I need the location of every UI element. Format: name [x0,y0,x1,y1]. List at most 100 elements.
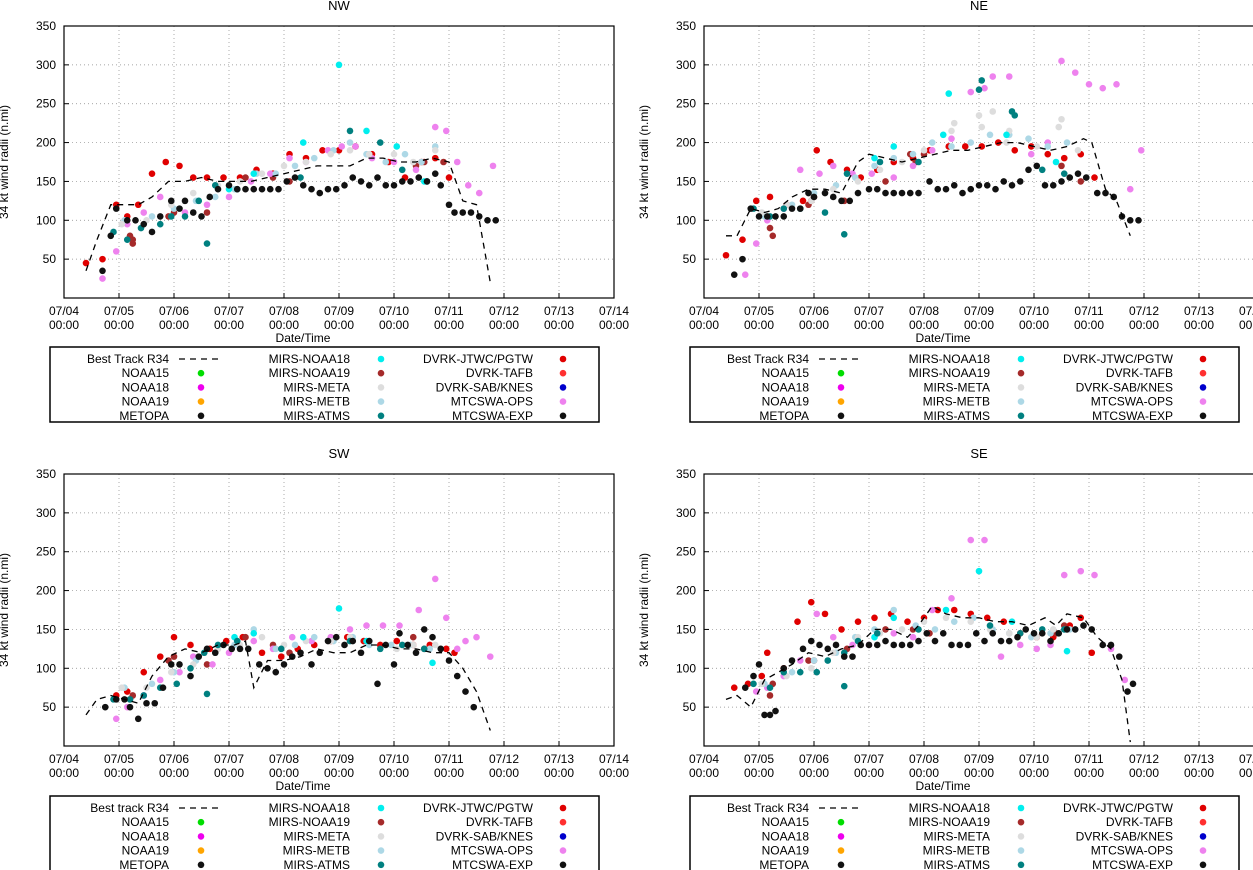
data-point [1126,216,1134,224]
data-point [445,657,453,664]
x-tick-label-time: 00:00 [1239,318,1253,332]
legend-dot-symbol [559,818,567,826]
y-tick-label: 100 [36,661,56,675]
data-point [829,633,837,641]
legend-dot-symbol [559,804,567,812]
legend-dot-symbol [837,818,845,826]
legend-label: MIRS-NOAA19 [269,815,351,829]
data-point [755,213,763,220]
data-point [959,189,966,197]
data-point [920,147,928,154]
x-tick-label-time: 00:00 [379,766,409,780]
data-point [335,61,343,69]
data-point [453,672,461,680]
data-point [750,680,757,688]
data-point [236,645,244,653]
legend-label: MTCSWA-OPS [451,844,533,858]
data-point [82,259,90,267]
data-point [1003,139,1010,146]
legend-dot-symbol [837,412,845,420]
y-tick-label: 300 [676,506,696,520]
series-mtcswa-exp [730,162,1142,278]
data-point [187,664,194,672]
legend-dot-symbol [837,833,845,840]
legend-label: NOAA18 [122,829,170,843]
legend-label: MIRS-NOAA18 [269,352,351,366]
data-point [423,178,431,185]
data-point [813,147,821,154]
y-tick-label: 50 [43,700,57,714]
data-point [398,178,406,185]
data-point [365,150,373,158]
x-tick-label-time: 00:00 [379,318,409,332]
data-point [772,707,779,715]
data-point [1033,162,1041,170]
data-point [981,637,988,645]
data-point [258,185,266,193]
x-tick-label-time: 00:00 [599,766,629,780]
legend-label: DVRK-TAFB [1106,815,1173,829]
series-mirs-atms [750,622,1068,692]
data-point [967,618,975,625]
data-point [393,143,401,150]
legend-label: Best Track R34 [727,352,809,366]
data-point [132,216,139,224]
data-point [1113,80,1120,88]
data-point [126,696,134,703]
y-axis-label: 34 kt wind radii (n.mi) [637,105,651,219]
data-point [1060,154,1068,162]
data-point [470,703,478,711]
plot-frame [63,473,615,747]
legend-dot-symbol [1199,384,1207,391]
data-point [107,232,115,240]
legend-dot-symbol [1017,833,1025,840]
x-tick-label-date: 07/12 [489,304,519,318]
legend-label: DVRK-SAB/KNES [1076,380,1173,394]
data-point [1038,630,1046,637]
data-point [99,267,106,275]
data-point [118,220,126,228]
y-axis-label: 34 kt wind radii (n.mi) [0,553,11,667]
legend-dot-symbol [1017,861,1025,869]
data-point [865,185,873,193]
data-point [950,182,958,189]
legend-label: MTCSWA-OPS [1091,395,1173,409]
data-point [945,90,953,97]
data-point [291,162,299,170]
y-tick-label: 100 [676,213,696,227]
x-tick-label-date: 07/08 [909,304,939,318]
data-point [923,630,931,637]
data-point [176,162,183,170]
data-point [412,166,420,174]
series-mtcswa-exp [99,170,500,275]
data-point [975,567,983,575]
x-tick-label-time: 00:00 [964,766,994,780]
data-point [1071,69,1079,76]
data-point [843,170,851,177]
data-point [873,641,881,649]
data-point [442,645,450,653]
data-point [906,641,914,649]
data-point [247,178,255,185]
legend-dot-symbol [377,861,385,869]
data-point [1085,80,1093,88]
data-point [308,185,315,193]
series-mirs-atms [750,77,1068,238]
data-point [983,182,991,189]
data-point [934,185,942,193]
data-point [453,645,461,653]
data-point [148,170,156,177]
data-point [967,185,975,193]
data-point [209,661,216,668]
data-point [956,641,964,649]
data-point [942,606,950,614]
legend-dot-symbol [377,847,385,854]
data-point [788,657,796,664]
series-dvrk-jtwc-pgtw [722,139,1098,259]
data-point [981,536,988,544]
data-point [994,139,1002,146]
data-point [1000,178,1008,185]
data-point [486,653,494,660]
data-point [151,699,159,707]
legend-label: NOAA19 [762,844,810,858]
